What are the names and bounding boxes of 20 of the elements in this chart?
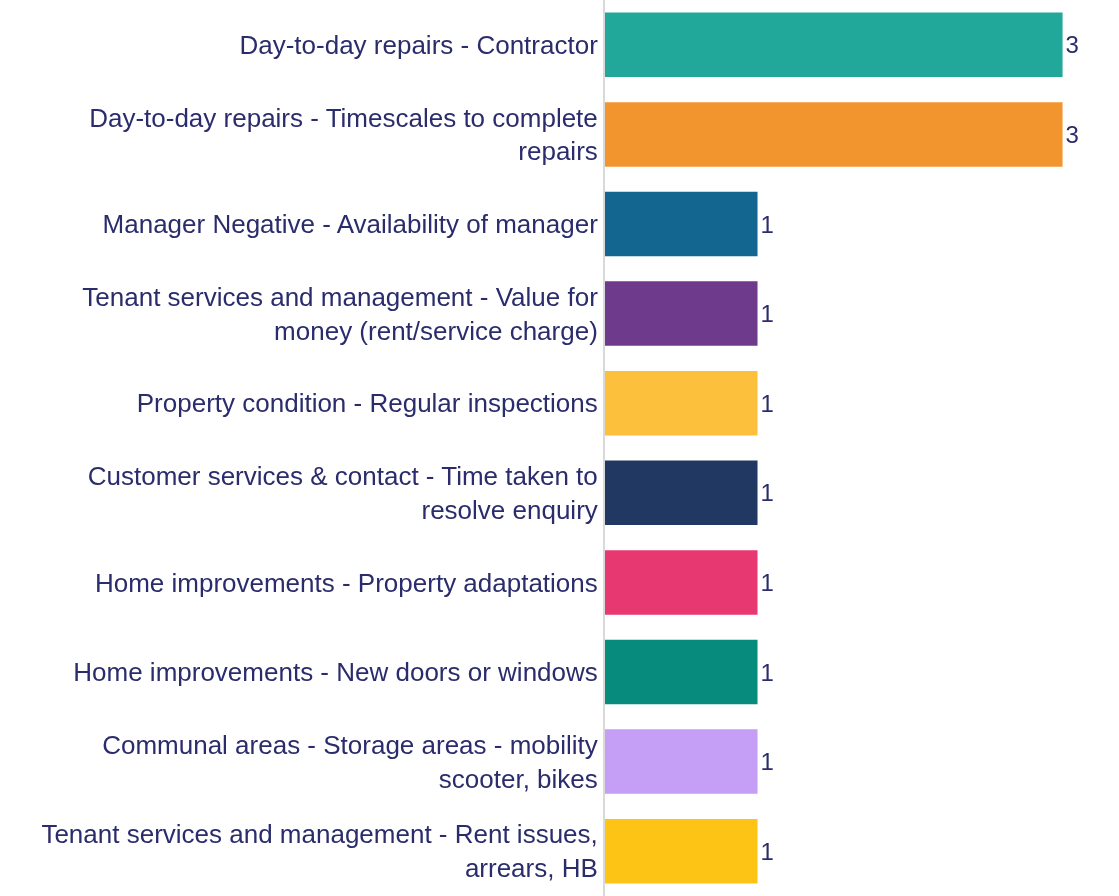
y-tick-label: Customer services & contact - Time taken to resolve enquiry (87, 461, 598, 525)
data-label: 1 (760, 658, 774, 686)
y-tick-label: Manager Negative - Availability of manager (102, 209, 599, 240)
y-tick-label: Tenant services and management - Value for money (rent/service charge) (82, 281, 599, 346)
data-label: 1 (760, 837, 774, 865)
data-label: 3 (1065, 120, 1079, 148)
data-label: 1 (760, 479, 774, 507)
data-label: 1 (760, 300, 774, 328)
y-tick-label: Communal areas - Storage areas - mobility scooter, bikes (102, 729, 598, 794)
y-tick-label: Property condition - Regular inspections (136, 388, 598, 419)
data-label: 1 (760, 389, 774, 417)
y-tick-label: Day-to-day repairs - Contractor (239, 29, 599, 60)
data-label: 1 (760, 568, 774, 596)
data-label: 3 (1065, 31, 1079, 59)
y-tick-label: Home improvements - Property adaptations (94, 567, 598, 598)
data-label: 1 (760, 210, 774, 238)
y-tick-label: Day-to-day repairs - Timescales to complete repairs (89, 102, 598, 167)
y-tick-label: Tenant services and management - Rent issues, arrears, HB (41, 819, 598, 884)
data-label: 1 (760, 748, 774, 776)
y-tick-label: Home improvements - New doors or windows (73, 657, 598, 688)
